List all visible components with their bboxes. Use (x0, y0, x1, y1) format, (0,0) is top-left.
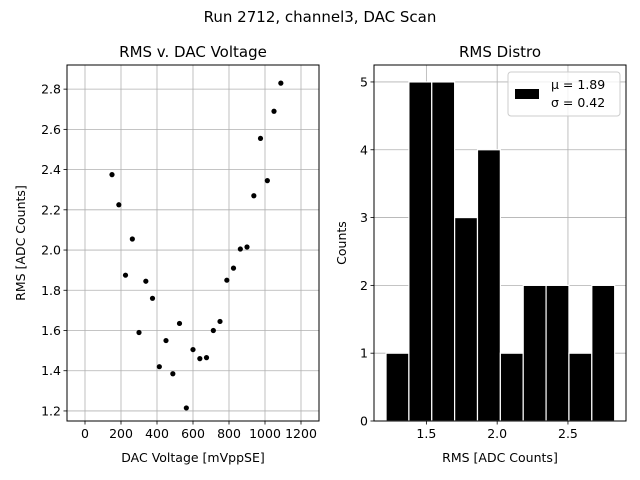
figure-suptitle: Run 2712, channel3, DAC Scan (204, 8, 437, 26)
scatter-point (122, 272, 129, 278)
x-tick-label: 400 (145, 426, 169, 441)
scatter-point (163, 337, 169, 344)
histogram-bar (591, 284, 616, 422)
y-tick-label: 2.0 (41, 243, 61, 258)
histogram-bar (476, 149, 501, 422)
scatter-point (116, 202, 122, 208)
scatter-point (109, 172, 115, 178)
legend-swatch (515, 89, 539, 99)
scatter-axes: 0 200 400 600 800 1000 1200 1.2 1.4 1.6 1.8 2.0 2.2 2… (13, 43, 320, 465)
histogram-legend: μ = 1.89 σ = 0.42 (507, 71, 621, 117)
scatter-point (136, 329, 142, 336)
scatter-point (156, 364, 162, 370)
scatter-point (210, 327, 216, 334)
y-tick-label: 2.8 (41, 82, 61, 97)
histogram-bar (499, 352, 524, 422)
scatter-point (264, 178, 270, 184)
scatter-point (271, 108, 277, 114)
scatter-point (170, 371, 176, 377)
scatter-ticks: 0 200 400 600 800 1000 1200 1.2 1.4 1.6 1.8 2.0 2.2 2… (41, 82, 317, 441)
y-tick-label: 0 (360, 414, 368, 429)
histogram-bar (385, 352, 410, 422)
x-tick-label: 2.5 (558, 426, 578, 441)
scatter-point (203, 355, 210, 361)
legend-std-text: σ = 0.42 (551, 95, 605, 110)
x-tick-label: 200 (109, 426, 133, 441)
x-tick-label: 1.5 (416, 426, 436, 441)
histogram-bar (454, 216, 479, 422)
scatter-point (230, 265, 237, 271)
histogram-y-axis-label: Counts (334, 221, 349, 265)
scatter-point (251, 193, 257, 199)
scatter-point (143, 278, 149, 284)
y-tick-label: 1.2 (41, 403, 61, 418)
histogram-bar (431, 81, 456, 422)
scatter-point (176, 320, 183, 327)
scatter-point (244, 244, 250, 250)
y-tick-label: 3 (360, 210, 368, 225)
scatter-point (217, 318, 223, 325)
scatter-title: RMS v. DAC Voltage (119, 43, 267, 61)
legend-box (507, 71, 621, 117)
histogram-axes: 1.5 2.0 2.5 0 1 2 3 4 5 RMS Distro RMS [ADC Coun… (334, 43, 627, 465)
x-tick-label: 800 (217, 426, 241, 441)
histogram-bar (408, 81, 433, 422)
x-tick-label: 1000 (249, 426, 281, 441)
x-tick-label: 1200 (285, 426, 317, 441)
histogram-bar (545, 284, 570, 422)
y-tick-label: 1 (360, 346, 368, 361)
legend-mean-text: μ = 1.89 (551, 77, 605, 92)
x-tick-label: 2.0 (487, 426, 507, 441)
scatter-y-axis-label: RMS [ADC Counts] (13, 185, 28, 301)
y-tick-label: 2 (360, 278, 368, 293)
x-tick-label: 600 (181, 426, 205, 441)
x-tick-label: 0 (81, 426, 89, 441)
y-tick-label: 1.8 (41, 283, 61, 298)
scatter-point (183, 405, 189, 411)
scatter-x-axis-label: DAC Voltage [mVppSE] (121, 450, 264, 465)
histogram-bar (522, 284, 547, 422)
scatter-point (257, 135, 264, 142)
y-tick-label: 2.6 (41, 122, 61, 137)
scatter-point (278, 80, 284, 86)
y-tick-label: 1.4 (41, 363, 61, 378)
y-tick-label: 1.6 (41, 323, 61, 338)
histogram-title: RMS Distro (459, 43, 541, 61)
y-tick-label: 2.4 (41, 162, 61, 177)
scatter-point (149, 295, 156, 301)
y-tick-label: 4 (360, 142, 368, 157)
histogram-bar (568, 352, 593, 422)
scatter-point (237, 246, 243, 252)
scatter-point (129, 236, 135, 242)
scatter-point (224, 277, 230, 283)
scatter-grid (67, 65, 319, 421)
scatter-point (190, 346, 196, 353)
histogram-x-axis-label: RMS [ADC Counts] (442, 450, 558, 465)
scatter-point (197, 356, 203, 362)
histogram-bars (385, 81, 616, 422)
histogram-ticks: 1.5 2.0 2.5 0 1 2 3 4 5 (360, 74, 578, 441)
y-tick-label: 2.2 (41, 202, 61, 217)
scatter-points (109, 80, 284, 411)
y-tick-label: 5 (360, 74, 368, 89)
histogram-plot-frame (373, 64, 627, 422)
